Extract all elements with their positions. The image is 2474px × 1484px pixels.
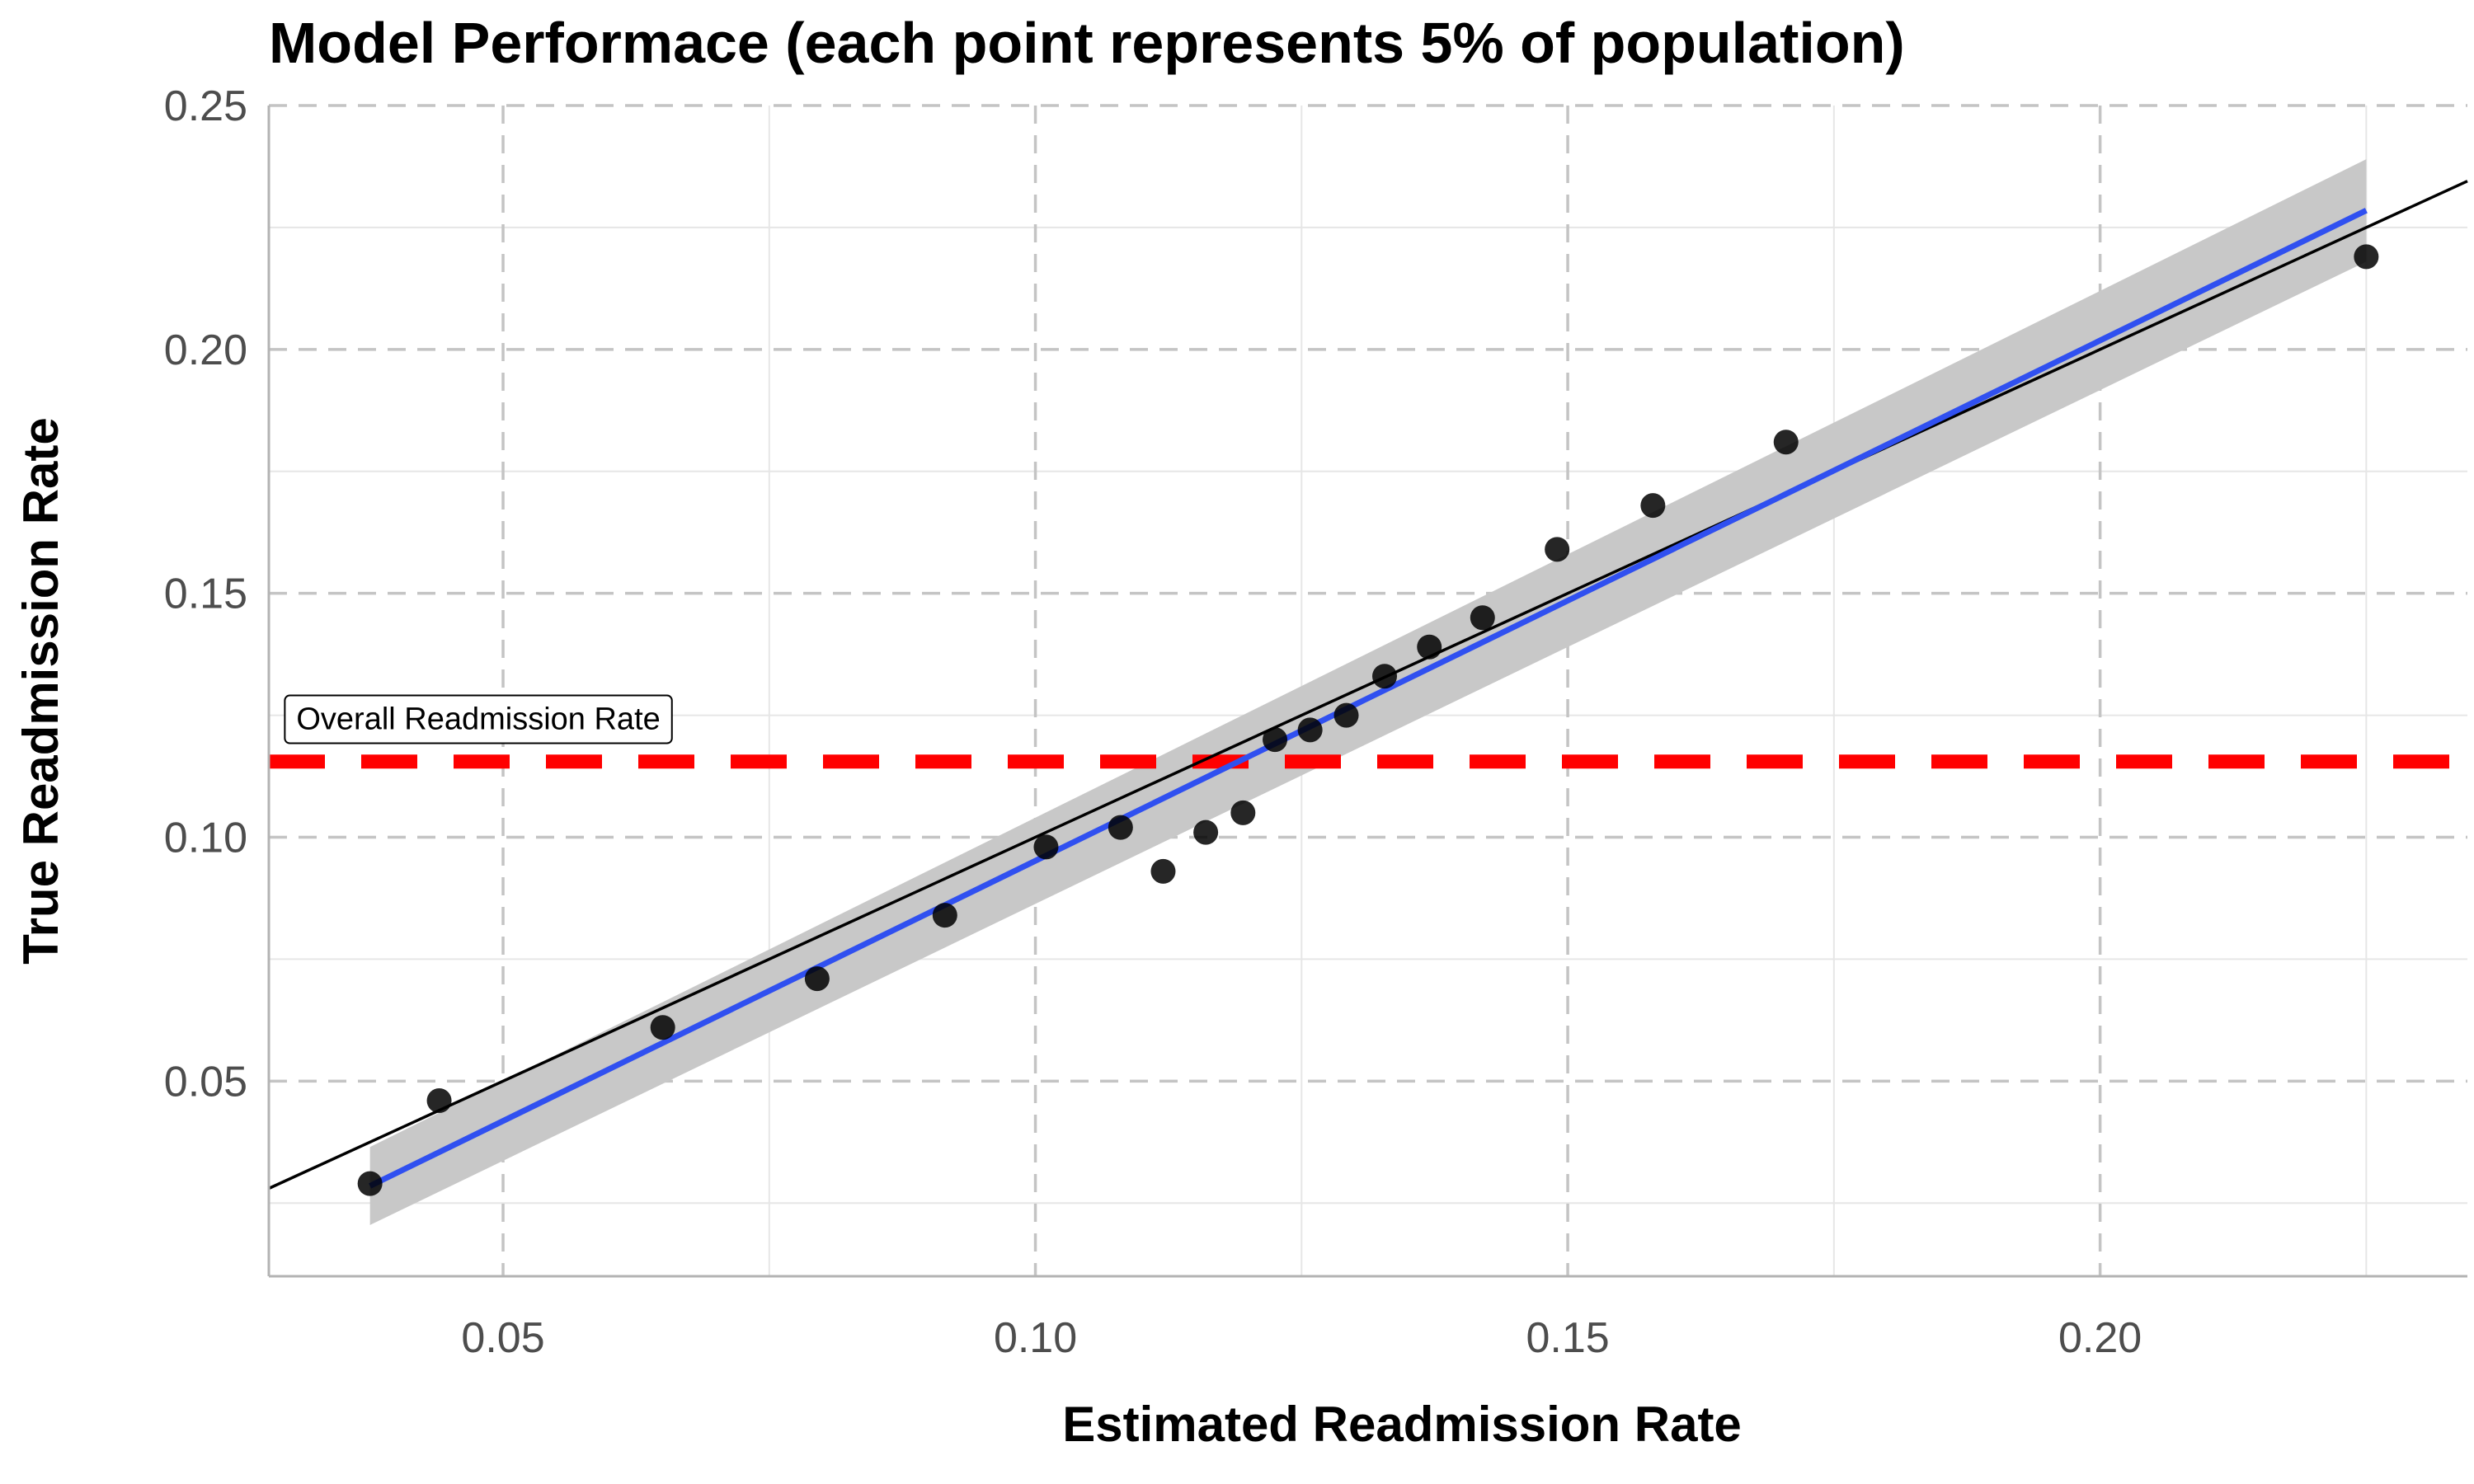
confidence-band [369,159,2367,1225]
data-point [1193,819,1219,845]
x-tick-label: 0.05 [461,1314,544,1362]
data-point [1230,800,1256,825]
reference-line [268,180,2468,1190]
data-point [1297,717,1323,743]
y-tick-label: 0.20 [164,326,247,374]
data-point [1108,815,1133,840]
data-point [1150,858,1176,884]
data-point [1333,702,1359,728]
x-tick-label: 0.10 [994,1314,1077,1362]
data-point [650,1015,675,1040]
fit-line [369,208,2368,1189]
data-point [1470,605,1495,631]
data-point [2354,244,2379,270]
y-tick-label: 0.25 [164,82,247,130]
x-tick-label: 0.15 [1526,1314,1609,1362]
data-point [1263,727,1288,753]
data-point [1773,430,1799,455]
y-tick-label: 0.15 [164,571,247,618]
data-point [932,903,957,928]
confidence-band-group [369,159,2367,1225]
data-point [1372,664,1398,689]
lines-group [268,180,2468,1190]
data-point [804,966,830,992]
y-tick-label: 0.10 [164,815,247,862]
data-point [1033,834,1059,860]
data-point [426,1088,452,1113]
data-point [1545,537,1570,562]
data-point [1417,634,1442,660]
annotation-label: Overall Readmission Rate [296,702,660,737]
points-group [357,244,2379,1196]
x-axis-title: Estimated Readmission Rate [1062,1397,1742,1452]
data-point [1640,493,1666,519]
axes: 0.05 0.10 0.15 0.20 0.05 0.10 0.15 0.20 0.25 [164,82,2467,1362]
annotation-group: Overall Readmission Rate [284,694,673,744]
data-point [357,1171,383,1196]
x-tick-label: 0.20 [2058,1314,2142,1362]
annotation-box [284,694,673,744]
y-tick-label: 0.05 [164,1058,247,1106]
chart-title: Model Performace (each point represents … [269,11,1905,75]
y-axis-title: True Readmission Rate [13,417,68,965]
